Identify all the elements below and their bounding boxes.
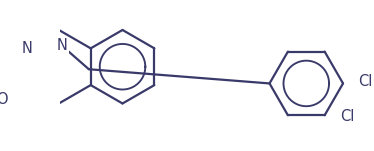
Text: O: O bbox=[0, 92, 7, 107]
Text: N: N bbox=[57, 38, 68, 53]
Text: Cl: Cl bbox=[358, 74, 373, 89]
Text: N: N bbox=[22, 41, 33, 56]
Text: Cl: Cl bbox=[340, 109, 354, 124]
